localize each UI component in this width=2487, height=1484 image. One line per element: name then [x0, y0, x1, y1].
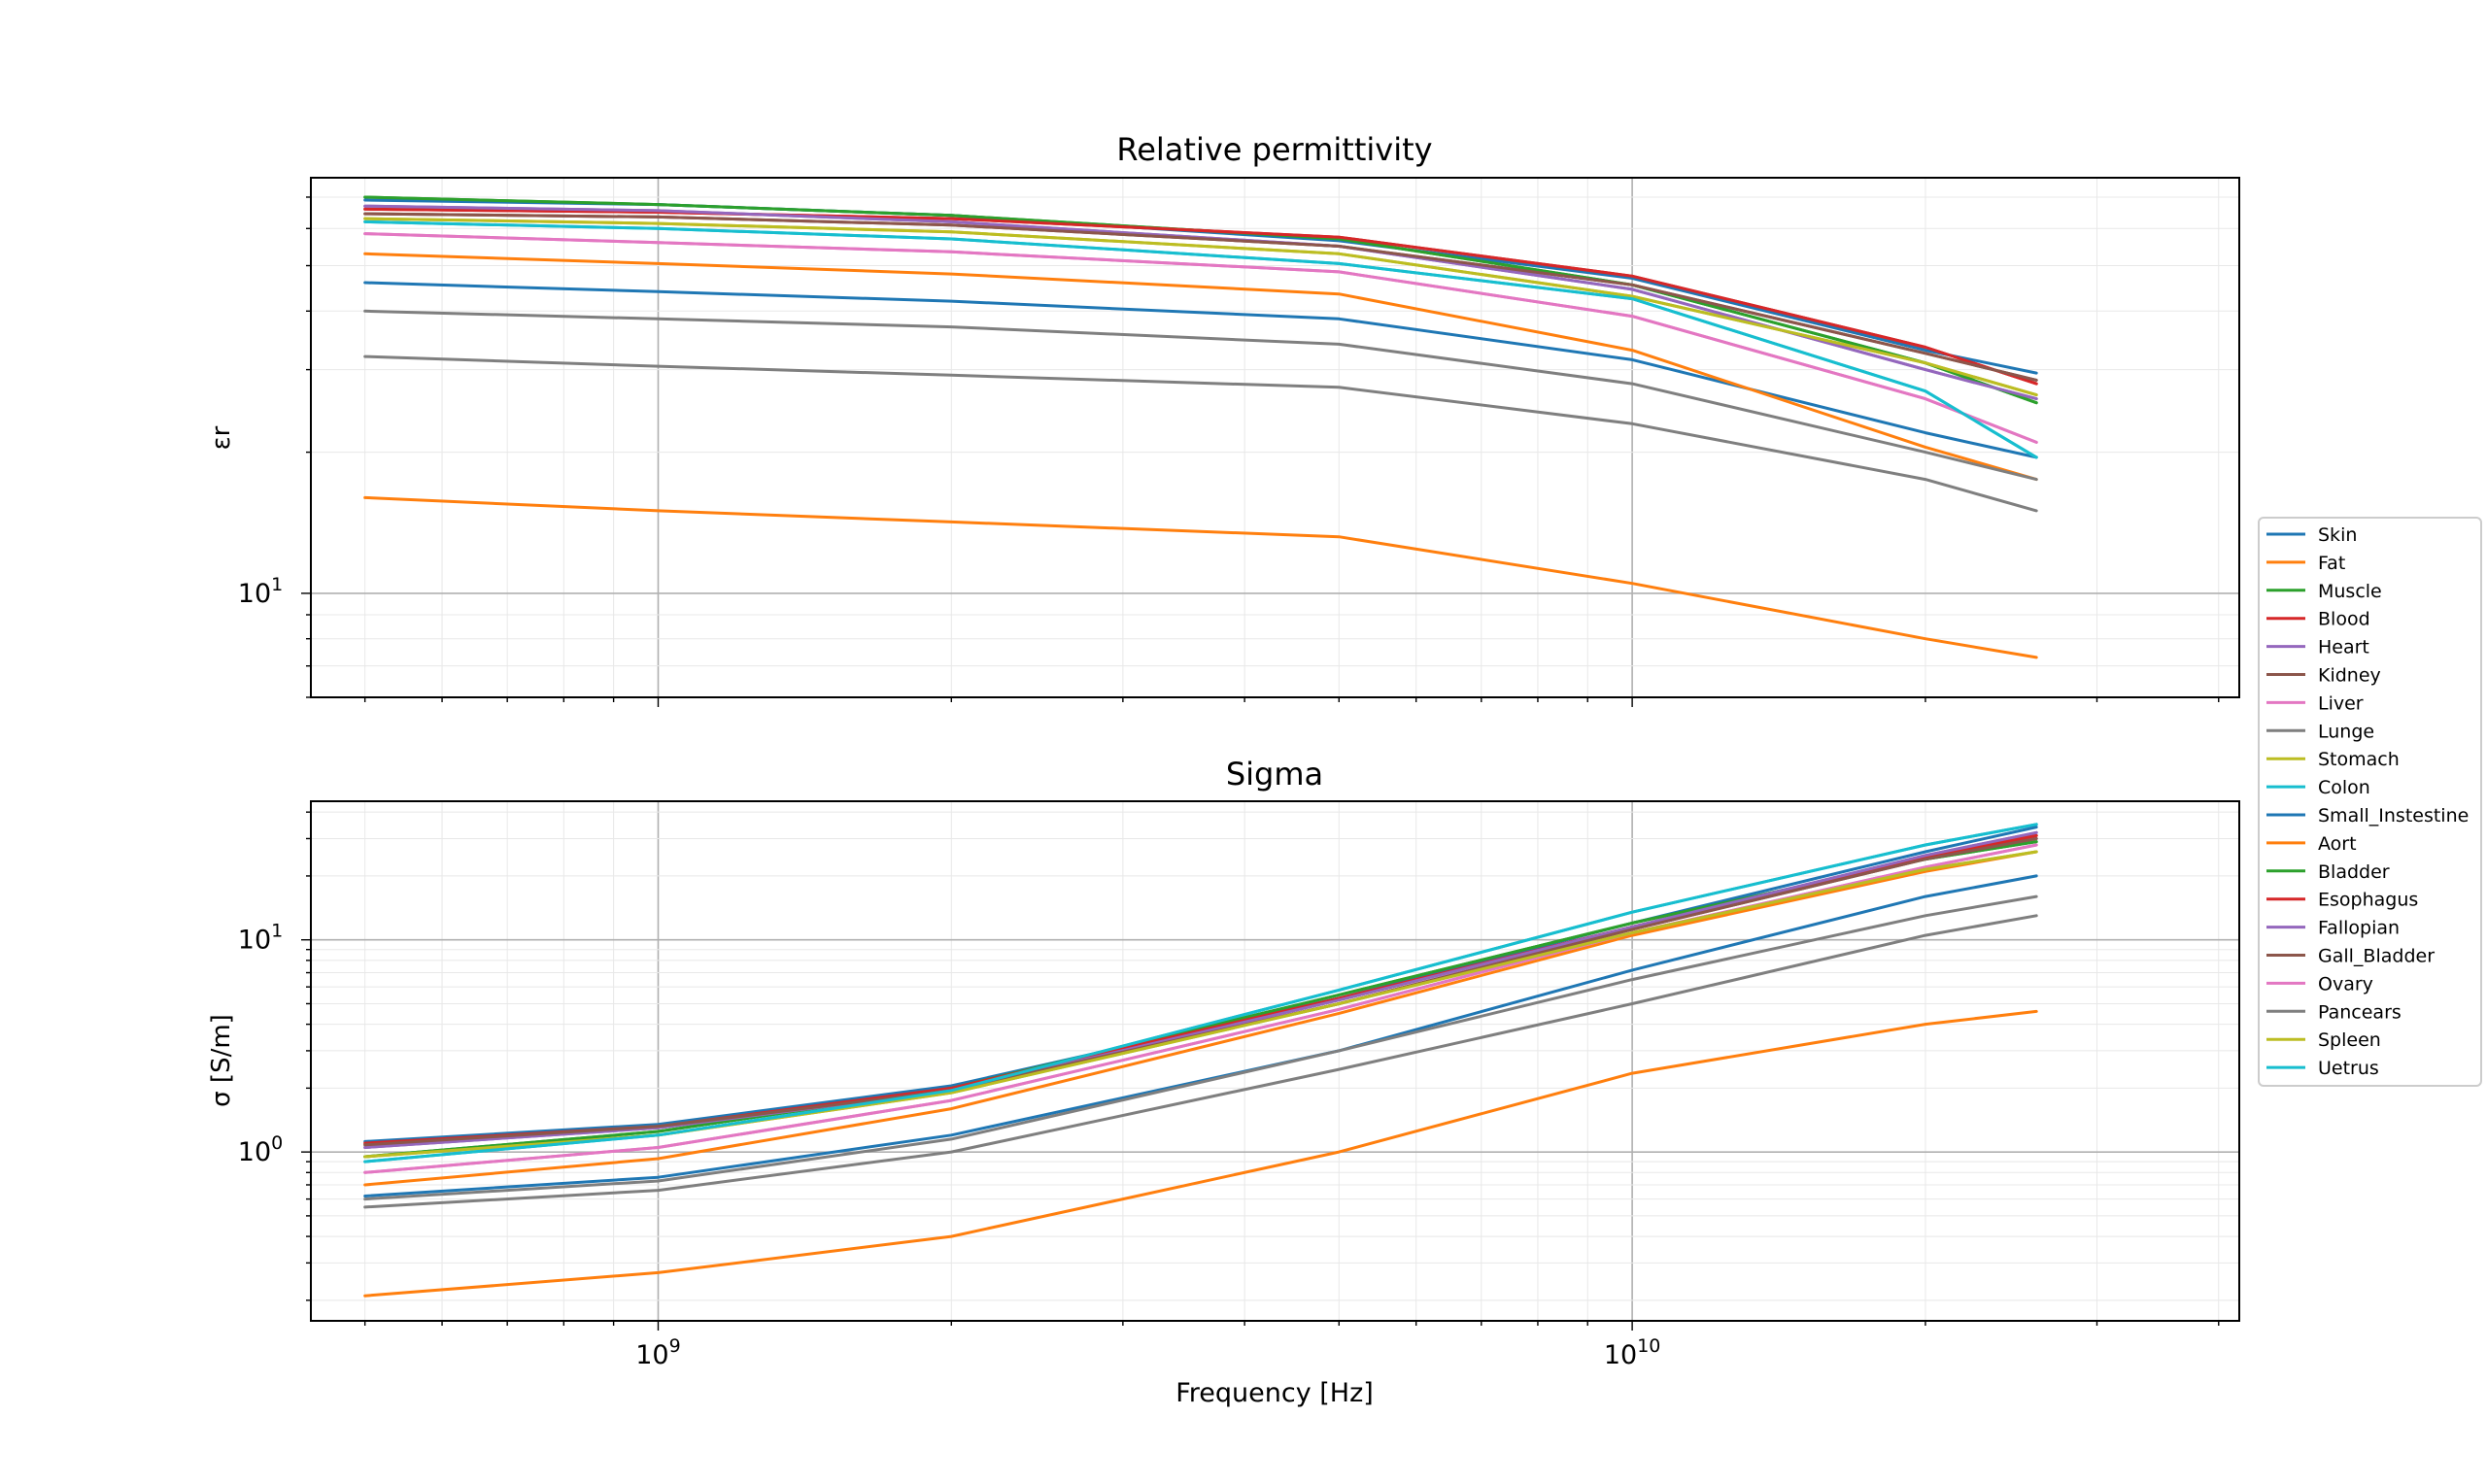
sigma-title: Sigma: [1226, 756, 1323, 793]
legend-entry-lunge: Lunge: [2266, 721, 2374, 742]
series-line-lunge: [363, 309, 2038, 482]
legend-items: Skin Fat Muscle Blood Heart Kidney Liver Lunge S…: [2266, 524, 2469, 1079]
permittivity-ticks: 101: [238, 196, 2220, 707]
series-line-ovary: [363, 843, 2038, 1174]
series-line-aort: [363, 1009, 2038, 1298]
legend-entry-small-instestine: Small_Instestine: [2266, 805, 2469, 826]
series-line-ovary: [363, 232, 2038, 444]
legend-label: Gall_Bladder: [2318, 946, 2435, 967]
y-tick-label: 100: [238, 1132, 283, 1167]
y-tick-label: 101: [238, 921, 283, 956]
series-line-pancears: [363, 894, 2038, 1201]
legend-label: Aort: [2318, 833, 2357, 855]
legend-label: Heart: [2318, 637, 2369, 658]
x-tick-label: 109: [635, 1335, 680, 1370]
legend-entry-spleen: Spleen: [2266, 1029, 2381, 1051]
legend-entry-pancears: Pancears: [2266, 1001, 2402, 1023]
legend-entry-skin: Skin: [2266, 524, 2357, 546]
series-line-pancears: [363, 354, 2038, 513]
legend-entry-ovary: Ovary: [2266, 973, 2373, 995]
legend-label: Spleen: [2318, 1029, 2381, 1051]
series-line-aort: [363, 495, 2038, 659]
legend-label: Uetrus: [2318, 1058, 2379, 1079]
legend-label: Blood: [2318, 609, 2370, 630]
legend-entry-stomach: Stomach: [2266, 749, 2400, 770]
legend-label: Fallopian: [2318, 918, 2400, 939]
legend-entry-bladder: Bladder: [2266, 861, 2390, 883]
legend-label: Muscle: [2318, 581, 2382, 602]
legend-entry-uetrus: Uetrus: [2266, 1058, 2379, 1079]
legend-label: Liver: [2318, 692, 2364, 714]
legend-label: Small_Instestine: [2318, 805, 2469, 826]
series-line-uetrus: [363, 823, 2038, 1164]
legend-entry-colon: Colon: [2266, 777, 2370, 798]
permittivity-title: Relative permittivity: [1116, 131, 1432, 168]
series-line-fat: [363, 252, 2038, 482]
series-line-fat: [363, 850, 2038, 1187]
permittivity-panel: 101 Relative permittivity εr: [207, 131, 2240, 707]
series-line-uetrus: [363, 219, 2038, 459]
x-axis-label: Frequency [Hz]: [1175, 1378, 1374, 1408]
legend-label: Colon: [2318, 777, 2370, 798]
sigma-axes-frame: [310, 800, 2240, 1322]
legend-label: Pancears: [2318, 1001, 2402, 1023]
legend-entry-muscle: Muscle: [2266, 581, 2382, 602]
series-line-lunge: [363, 914, 2038, 1209]
sigma-series: [363, 823, 2038, 1298]
permittivity-series: [363, 195, 2038, 659]
legend-label: Lunge: [2318, 721, 2374, 742]
legend-entry-blood: Blood: [2266, 609, 2370, 630]
series-line-esophagus: [363, 207, 2038, 386]
series-line-gall-bladder: [363, 212, 2038, 382]
legend-entry-liver: Liver: [2266, 692, 2364, 714]
legend-label: Skin: [2318, 524, 2357, 546]
legend-entry-fallopian: Fallopian: [2266, 918, 2400, 939]
legend-entry-aort: Aort: [2266, 833, 2357, 855]
sigma-ticks: 109 1010 100 101: [238, 811, 2220, 1370]
sigma-y-axis-label: σ [S/m]: [207, 1014, 236, 1107]
permittivity-y-axis-label: εr: [207, 425, 236, 450]
legend: Skin Fat Muscle Blood Heart Kidney Liver Lunge S…: [2258, 517, 2482, 1087]
legend-entry-heart: Heart: [2266, 637, 2369, 658]
x-tick-label: 1010: [1604, 1335, 1661, 1370]
legend-entry-esophagus: Esophagus: [2266, 890, 2418, 911]
sigma-panel: 109 1010 100 101 Sigma σ [S/m] Frequency [H…: [207, 756, 2240, 1408]
y-tick-label: 101: [238, 574, 283, 609]
legend-label: Esophagus: [2318, 890, 2418, 911]
legend-frame: [2258, 517, 2482, 1087]
legend-label: Stomach: [2318, 749, 2400, 770]
legend-label: Fat: [2318, 553, 2345, 574]
legend-entry-gall-bladder: Gall_Bladder: [2266, 946, 2435, 967]
legend-label: Kidney: [2318, 665, 2381, 687]
legend-label: Bladder: [2318, 861, 2390, 883]
legend-label: Ovary: [2318, 973, 2373, 995]
legend-entry-kidney: Kidney: [2266, 665, 2381, 687]
legend-entry-fat: Fat: [2266, 553, 2345, 574]
series-line-spleen: [363, 217, 2038, 397]
series-line-skin: [363, 281, 2038, 459]
permittivity-axes-frame: [310, 177, 2240, 698]
